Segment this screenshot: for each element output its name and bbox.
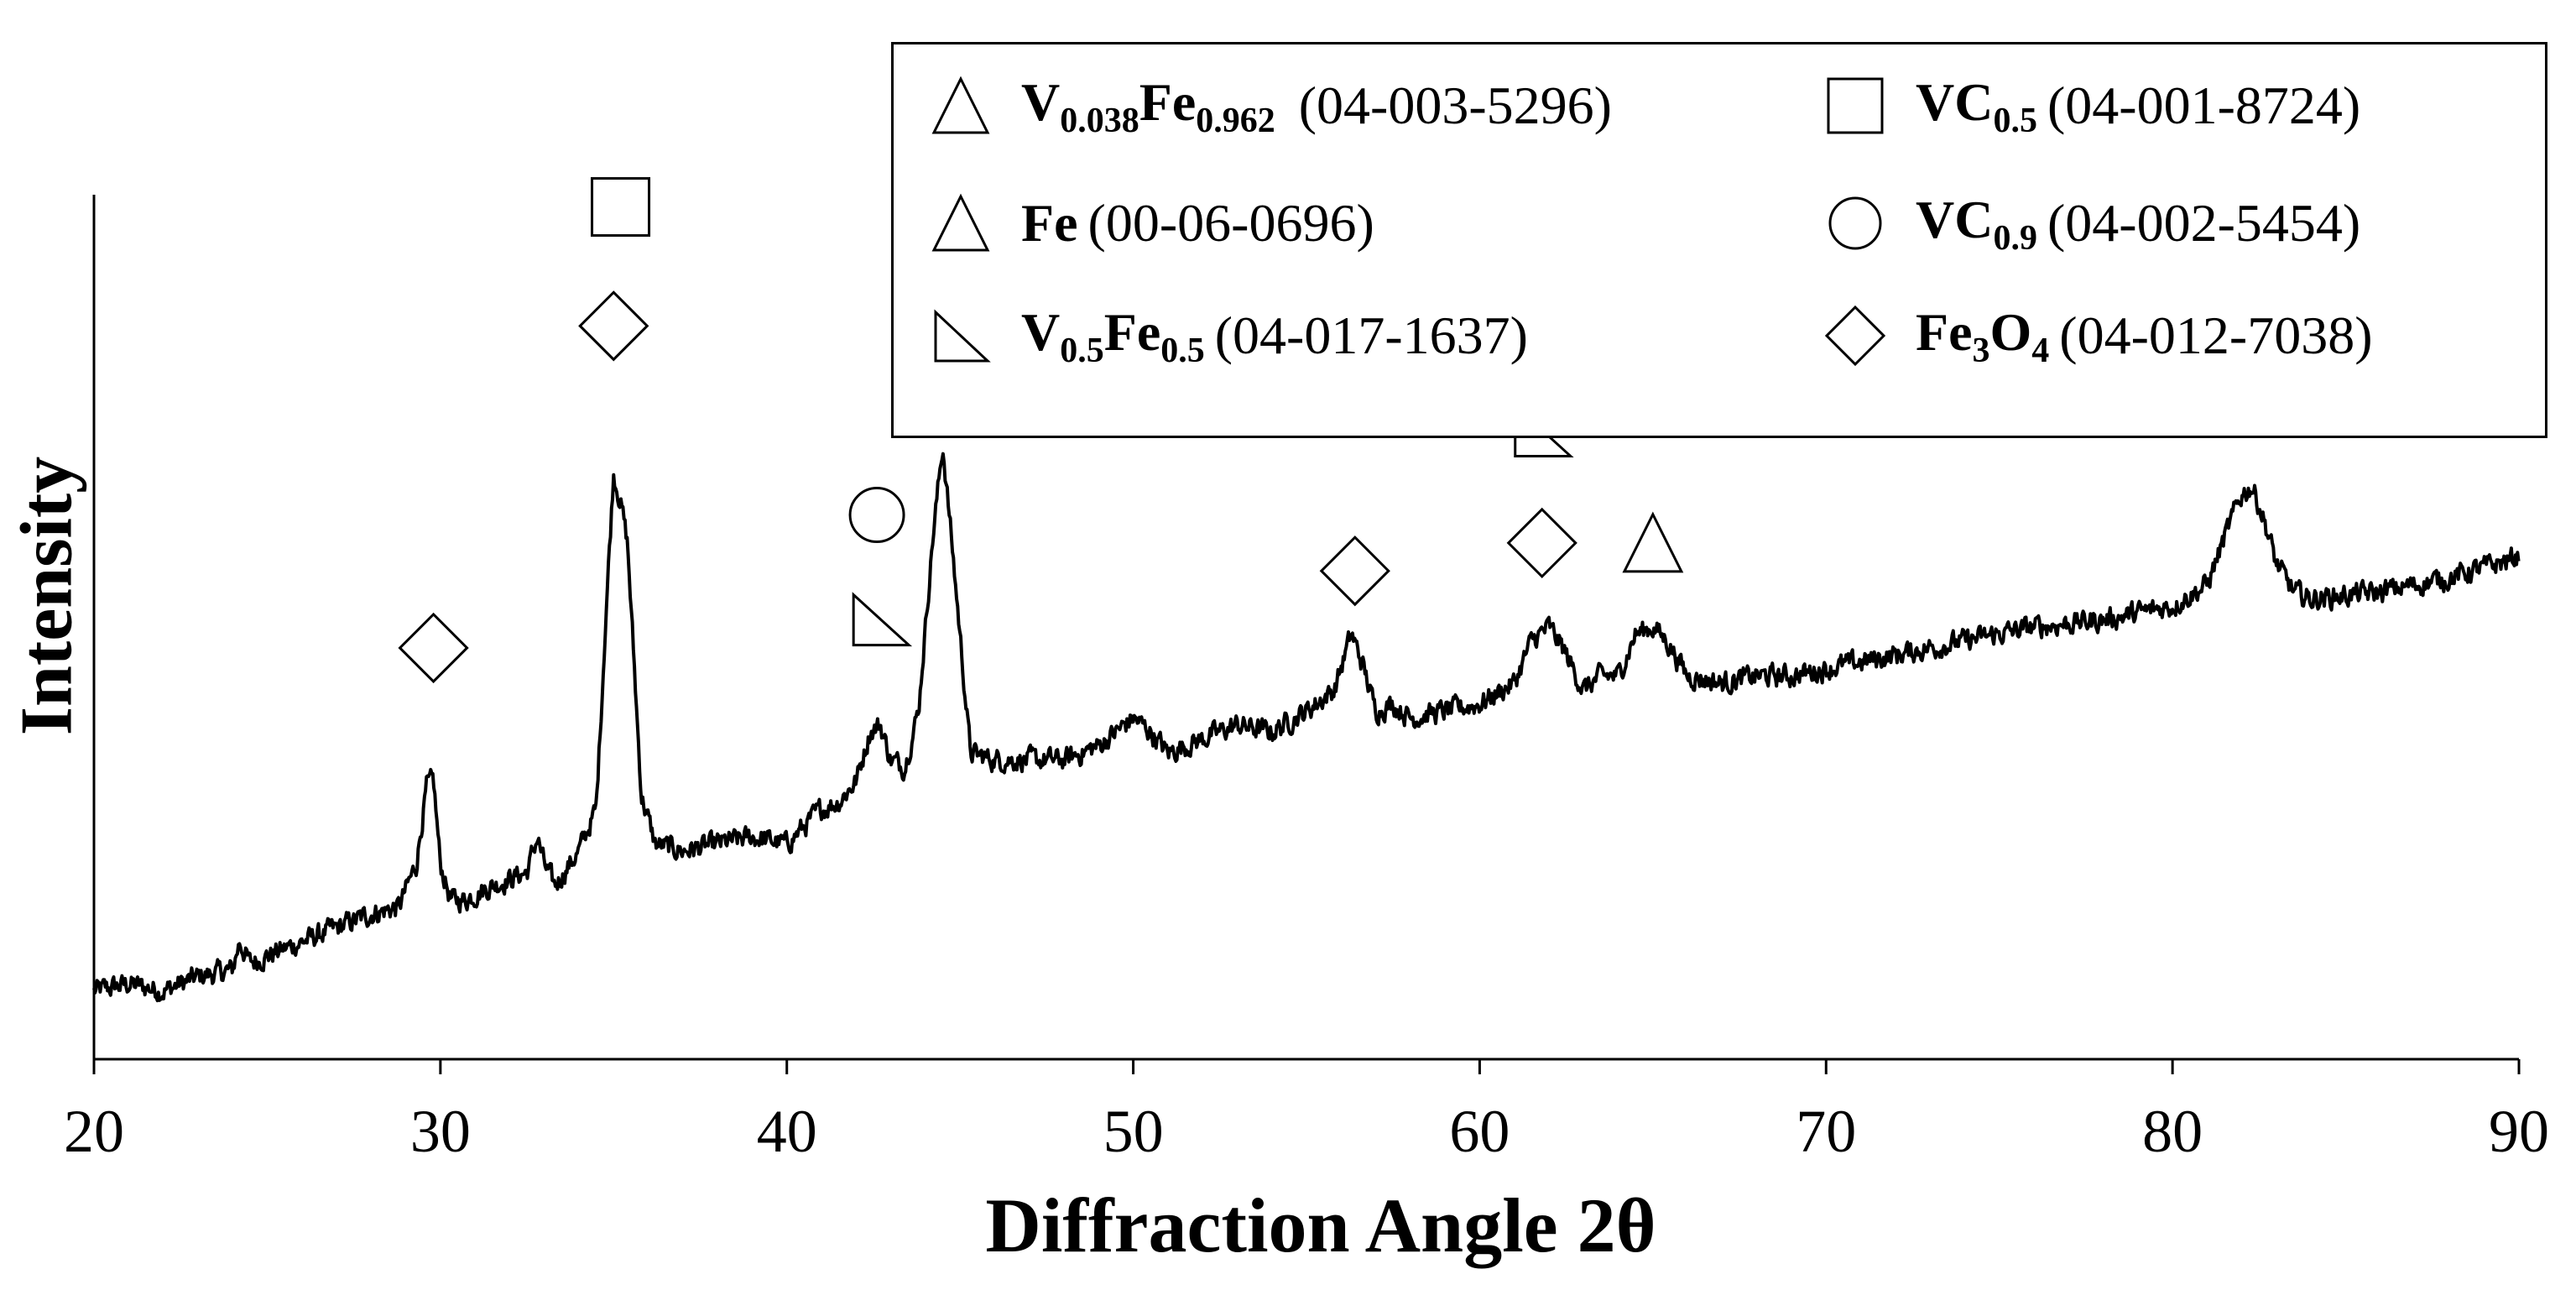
diamond-icon: [1824, 305, 1886, 367]
right-triangle-marker: [852, 592, 913, 647]
x-tick-label: 90: [2489, 1098, 2549, 1165]
x-tick-label: 30: [410, 1098, 471, 1165]
diamond-marker: [398, 612, 469, 684]
legend-entry-fe3o4: Fe3O4 (04-012-7038): [1820, 290, 2373, 382]
x-axis-label: Diffraction Angle 2θ: [985, 1183, 1656, 1268]
legend-card: (04-002-5454): [2047, 193, 2361, 253]
legend-card: (04-001-8724): [2047, 76, 2361, 135]
legend-entry-v05fe05: V0.5Fe0.5 (04-017-1637): [926, 290, 1528, 382]
legend-formula: Fe3O4: [1916, 301, 2050, 370]
legend-formula: V0.038Fe0.962: [1021, 71, 1275, 140]
x-tick-label: 80: [2142, 1098, 2203, 1165]
square-marker: [591, 177, 651, 238]
legend-entry-fe: Fe (00-06-0696): [926, 177, 1374, 269]
legend-card: (04-012-7038): [2059, 306, 2373, 365]
legend-entry-v-fe-ss: V0.038Fe0.962 (04-003-5296): [926, 60, 1612, 152]
triangle-icon: [931, 76, 990, 134]
diamond-marker: [1319, 535, 1390, 607]
legend-entry-vc09: VC0.9 (04-002-5454): [1820, 177, 2360, 269]
triangle-marker: [1622, 511, 1684, 573]
legend-entry-vc05: VC0.5 (04-001-8724): [1820, 60, 2360, 152]
circle-icon: [1828, 196, 1882, 250]
y-axis-label: Intensity: [6, 456, 88, 736]
legend-formula: VC0.9: [1916, 189, 2037, 258]
right-triangle-icon: [934, 309, 991, 363]
square-icon: [1827, 77, 1884, 134]
line-layer: [92, 452, 2521, 1003]
legend: V0.038Fe0.962 (04-003-5296) VC0.5 (04-00…: [891, 42, 2547, 438]
x-tick-label: 50: [1103, 1098, 1164, 1165]
axis-layer: 20 30 40 50 60 70 80 90: [64, 195, 2549, 1165]
legend-card: (00-06-0696): [1087, 193, 1374, 253]
legend-card: (04-003-5296): [1298, 76, 1612, 135]
legend-formula: VC0.5: [1916, 71, 2037, 140]
legend-formula: Fe: [1021, 193, 1078, 253]
x-tick-label: 70: [1796, 1098, 1856, 1165]
legend-card: (04-017-1637): [1214, 306, 1528, 365]
x-tick-label: 60: [1449, 1098, 1510, 1165]
triangle-icon: [931, 193, 990, 252]
circle-marker: [848, 487, 905, 544]
x-tick-label: 40: [757, 1098, 817, 1165]
diamond-marker: [578, 290, 649, 362]
legend-formula: V0.5Fe0.5: [1021, 301, 1205, 370]
xrd-series-line: [92, 452, 2521, 1003]
x-tick-label: 20: [64, 1098, 124, 1165]
diamond-marker: [1506, 507, 1577, 579]
